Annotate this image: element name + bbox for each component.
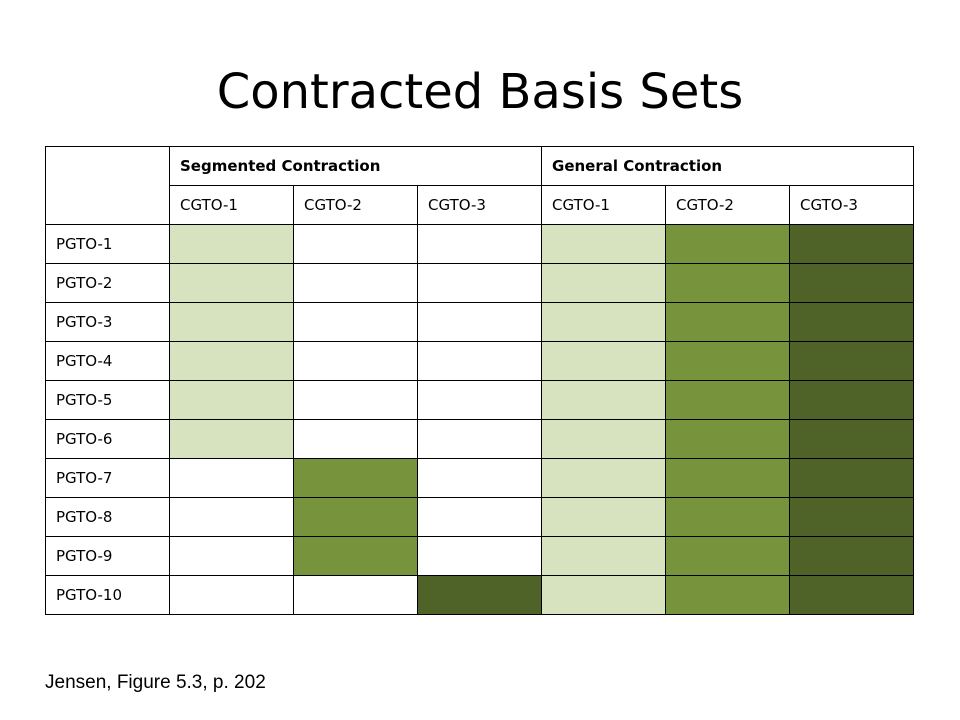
coefficient-cell-dark (789, 263, 915, 303)
row-label: PGTO-9 (45, 536, 170, 576)
coefficient-cell-medium (293, 497, 418, 537)
coefficient-cell-light (541, 419, 667, 459)
coefficient-cell-dark (789, 302, 915, 342)
coefficient-cell-light (541, 224, 667, 264)
coefficient-cell-dark (789, 458, 915, 498)
coefficient-cell-light (169, 263, 294, 303)
table-row: PGTO-1 (45, 224, 915, 264)
segmented-contraction-header: Segmented Contraction (168, 146, 543, 186)
citation-text: Jensen, Figure 5.3, p. 202 (45, 672, 266, 693)
coefficient-cell-light (169, 302, 294, 342)
coefficient-cell-light (169, 341, 294, 381)
coefficient-cell-white (293, 263, 418, 303)
column-header: CGTO-2 (665, 185, 791, 225)
coefficient-cell-light (541, 458, 667, 498)
general-contraction-header: General Contraction (541, 146, 915, 186)
coefficient-cell-dark (789, 380, 915, 420)
coefficient-cell-medium (665, 224, 791, 264)
coefficient-cell-medium (665, 419, 791, 459)
coefficient-cell-light (169, 380, 294, 420)
coefficient-cell-light (169, 419, 294, 459)
row-label: PGTO-2 (45, 263, 170, 303)
coefficient-cell-light (541, 575, 667, 615)
coefficient-cell-dark (789, 419, 915, 459)
coefficient-cell-white (416, 380, 543, 420)
coefficient-cell-medium (665, 302, 791, 342)
coefficient-cell-white (416, 302, 543, 342)
table-row: PGTO-9 (45, 536, 915, 576)
table-sub-header-row: CGTO-1 CGTO-2 CGTO-3 CGTO-1 CGTO-2 CGTO-… (46, 185, 915, 225)
coefficient-cell-white (416, 419, 543, 459)
coefficient-cell-medium (665, 497, 791, 537)
coefficient-cell-white (169, 536, 294, 576)
table-row: PGTO-7 (45, 458, 915, 498)
coefficient-cell-white (416, 224, 543, 264)
coefficient-cell-medium (293, 536, 418, 576)
coefficient-cell-medium (665, 263, 791, 303)
coefficient-cell-light (541, 380, 667, 420)
table-row: PGTO-4 (45, 341, 915, 381)
column-header: CGTO-1 (169, 185, 294, 225)
row-label: PGTO-8 (45, 497, 170, 537)
coefficient-cell-medium (665, 341, 791, 381)
coefficient-cell-white (416, 458, 543, 498)
coefficient-cell-dark (789, 341, 915, 381)
coefficient-cell-dark (789, 536, 915, 576)
coefficient-cell-white (293, 419, 418, 459)
coefficient-cell-dark (789, 575, 915, 615)
row-label: PGTO-6 (45, 419, 170, 459)
coefficient-cell-dark (416, 575, 543, 615)
coefficient-cell-medium (665, 575, 791, 615)
table-row: PGTO-2 (45, 263, 915, 303)
coefficient-cell-light (541, 341, 667, 381)
basis-set-table: Segmented Contraction General Contractio… (45, 146, 915, 615)
coefficient-cell-light (169, 224, 294, 264)
column-header: CGTO-2 (293, 185, 418, 225)
table-row: PGTO-3 (45, 302, 915, 342)
coefficient-cell-white (416, 497, 543, 537)
column-header: CGTO-1 (541, 185, 667, 225)
table-corner-cell (45, 146, 170, 225)
coefficient-cell-medium (293, 458, 418, 498)
coefficient-cell-white (293, 575, 418, 615)
coefficient-cell-light (541, 497, 667, 537)
column-header: CGTO-3 (789, 185, 915, 225)
coefficient-cell-light (541, 263, 667, 303)
coefficient-cell-medium (665, 536, 791, 576)
coefficient-cell-white (169, 575, 294, 615)
coefficient-cell-white (169, 458, 294, 498)
row-label: PGTO-10 (45, 575, 170, 615)
coefficient-cell-medium (665, 380, 791, 420)
column-header: CGTO-3 (416, 185, 543, 225)
table-group-header-row: Segmented Contraction General Contractio… (45, 146, 915, 225)
table-row: PGTO-5 (45, 380, 915, 420)
coefficient-cell-white (169, 497, 294, 537)
coefficient-cell-light (541, 536, 667, 576)
row-label: PGTO-4 (45, 341, 170, 381)
table-row: PGTO-8 (45, 497, 915, 537)
slide-title: Contracted Basis Sets (216, 64, 744, 120)
coefficient-cell-white (293, 341, 418, 381)
coefficient-cell-white (293, 224, 418, 264)
coefficient-cell-white (416, 263, 543, 303)
row-label: PGTO-1 (45, 224, 170, 264)
row-label: PGTO-7 (45, 458, 170, 498)
row-label: PGTO-5 (45, 380, 170, 420)
coefficient-cell-white (416, 536, 543, 576)
table-row: PGTO-6 (45, 419, 915, 459)
row-label: PGTO-3 (45, 302, 170, 342)
coefficient-cell-medium (665, 458, 791, 498)
table-row: PGTO-10 (45, 575, 915, 615)
coefficient-cell-white (293, 380, 418, 420)
coefficient-cell-dark (789, 497, 915, 537)
coefficient-cell-white (416, 341, 543, 381)
coefficient-cell-dark (789, 224, 915, 264)
coefficient-cell-white (293, 302, 418, 342)
coefficient-cell-light (541, 302, 667, 342)
table-body: PGTO-1 PGTO-2 PGTO-3 PGTO-4 PGTO-5 PGTO-6 PGTO… (45, 224, 915, 615)
